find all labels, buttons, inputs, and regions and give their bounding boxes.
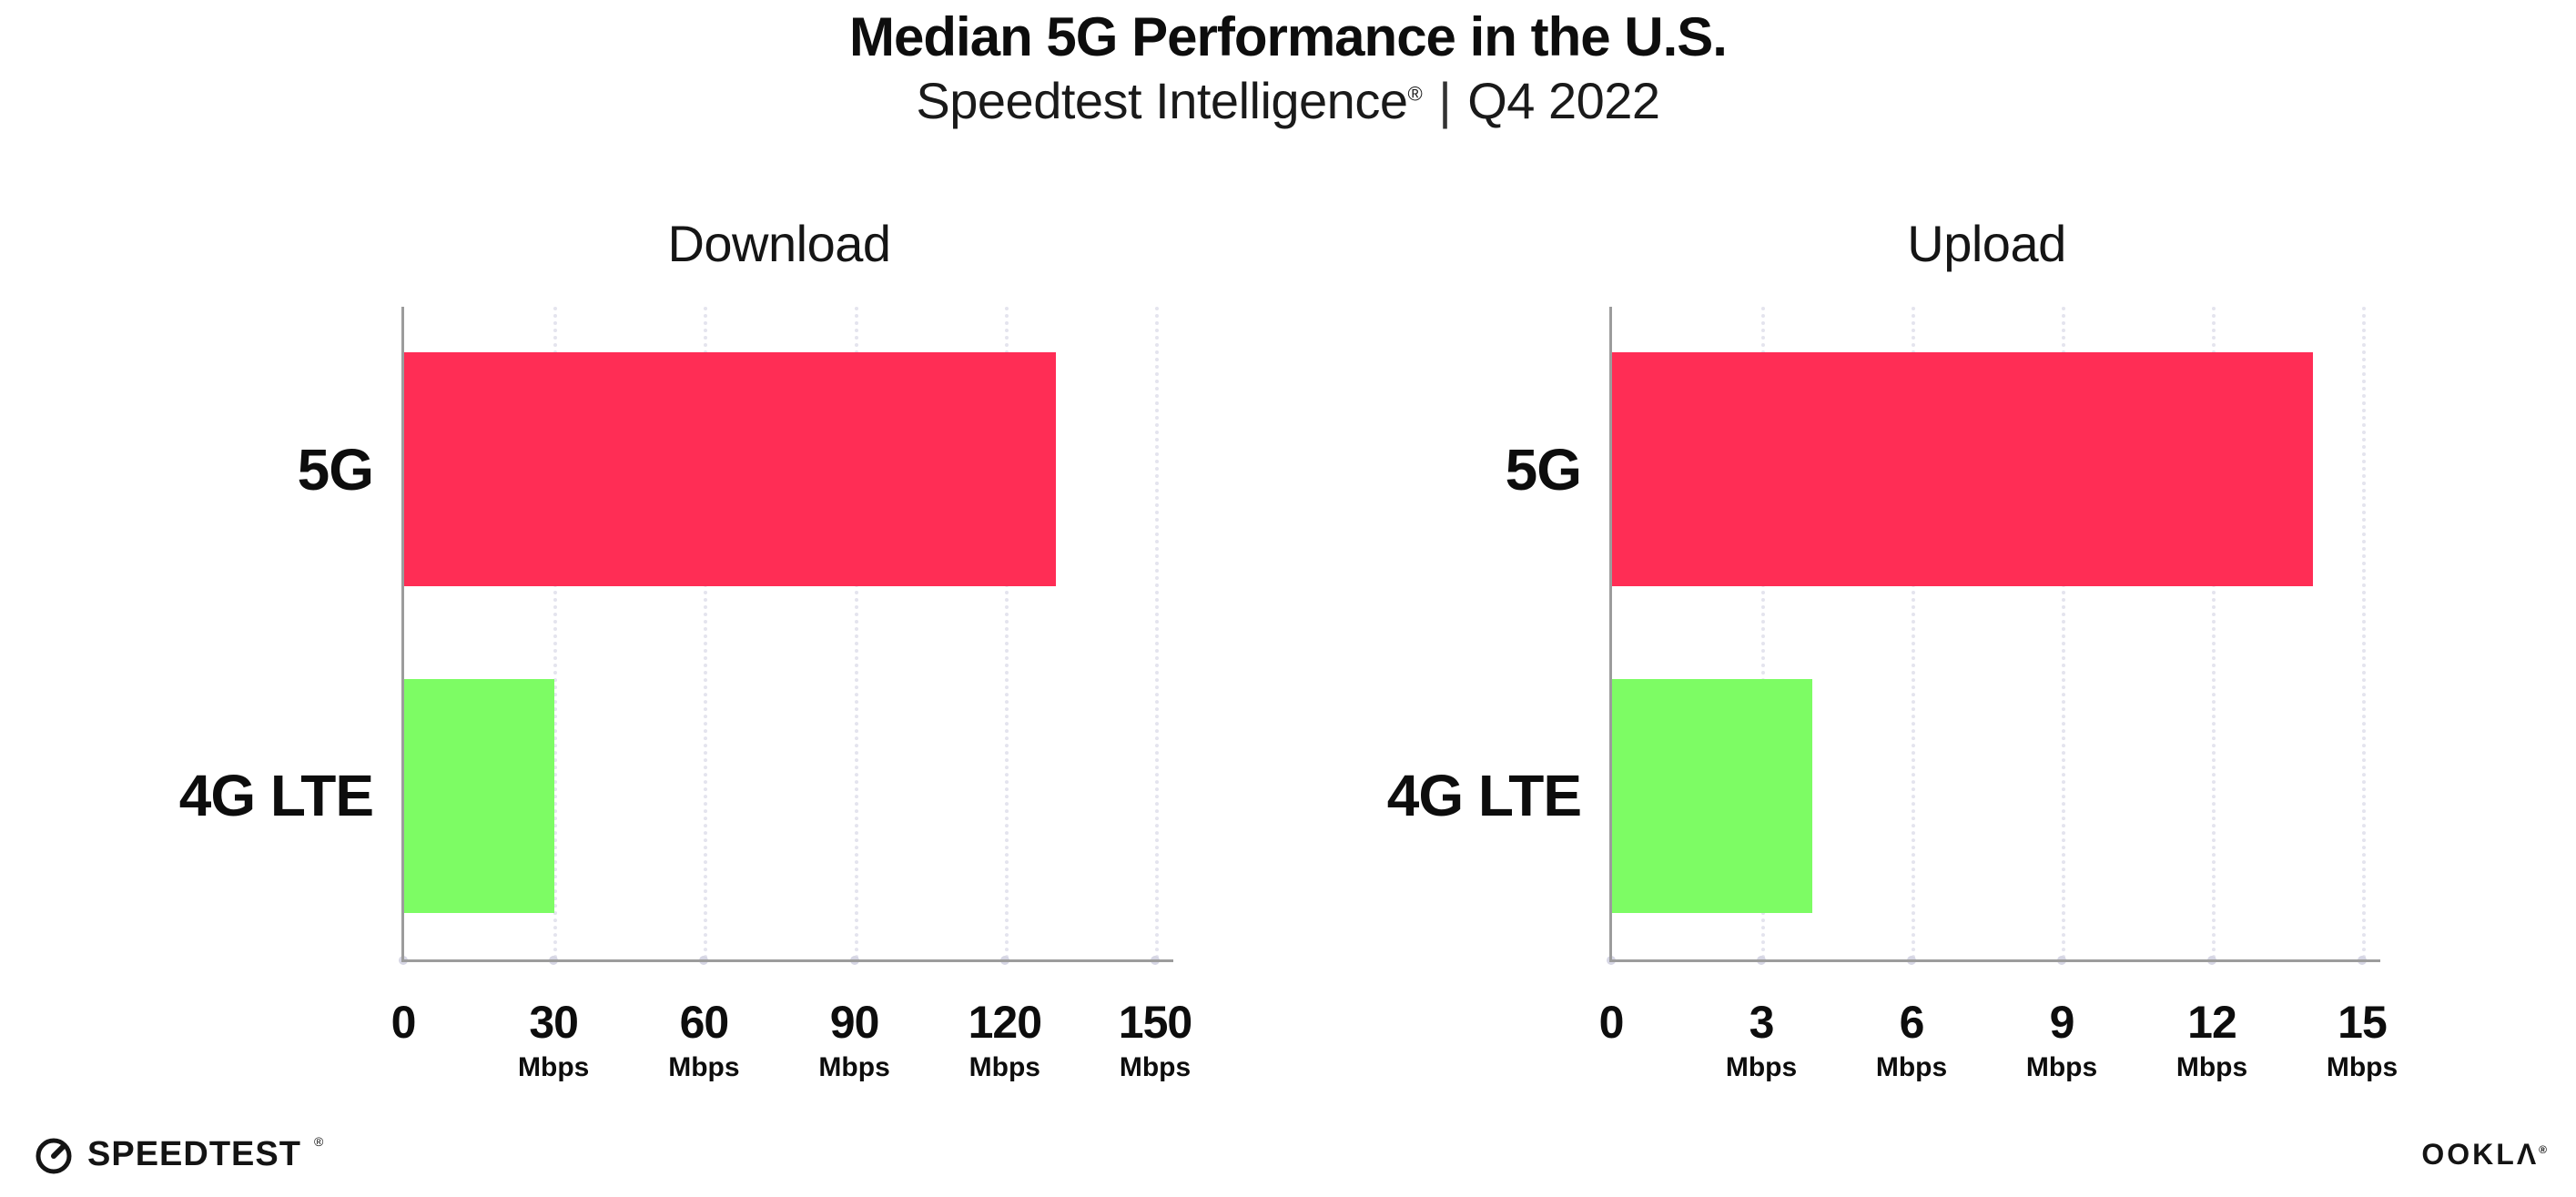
- page-subtitle: Speedtest Intelligence® | Q4 2022: [0, 71, 2576, 130]
- x-tick-unit: Mbps: [2175, 1052, 2248, 1082]
- x-tick-value: 12: [2187, 997, 2237, 1048]
- ookla-registered-mark: ®: [2539, 1143, 2547, 1156]
- y-axis-spine: [1609, 307, 1612, 959]
- x-tick-label-0: 0: [390, 997, 417, 1048]
- chart-download: Download 0 30 Mbps 60 Mbps 90 Mbps 120 Mbps 150 Mb…: [179, 215, 1193, 1081]
- x-tick-label-90: 90 Mbps: [818, 999, 889, 1081]
- gridline-12: [2212, 307, 2216, 959]
- speedtest-wordmark: SPEEDTEST: [87, 1134, 301, 1173]
- x-tick-value: 60: [679, 997, 730, 1048]
- x-tick-label-9: 9 Mbps: [2026, 999, 2097, 1081]
- chart-download-title: Download: [667, 215, 891, 272]
- bar-4g-lte-upload: [1612, 678, 1812, 913]
- x-tick-value: 15: [2338, 997, 2388, 1048]
- bar-5g-download: [404, 352, 1056, 586]
- subtitle-brand: Speedtest Intelligence: [916, 72, 1408, 129]
- x-tick-value: 150: [1118, 997, 1192, 1048]
- page-title: Median 5G Performance in the U.S.: [849, 6, 1728, 67]
- bar-5g-upload: [1612, 352, 2313, 586]
- gridline-6: [1912, 307, 1915, 959]
- y-axis-spine: [401, 307, 404, 959]
- chart-upload-title: Upload: [1907, 215, 2066, 272]
- category-label-5g: 5G: [297, 436, 374, 502]
- registered-mark: ®: [1407, 82, 1423, 106]
- x-tick-value: 90: [829, 997, 880, 1048]
- x-axis-spine: [401, 959, 1173, 962]
- speedtest-gauge-icon: [35, 1138, 72, 1174]
- x-tick-label-3: 3 Mbps: [1726, 999, 1797, 1081]
- x-tick-label-15: 15 Mbps: [2327, 999, 2398, 1081]
- x-tick-unit: Mbps: [818, 1052, 890, 1082]
- x-tick-unit: Mbps: [518, 1052, 590, 1082]
- x-tick-label-150: 150 Mbps: [1119, 999, 1192, 1081]
- x-tick-value: 6: [1899, 997, 1925, 1048]
- x-tick-label-30: 30 Mbps: [518, 999, 589, 1081]
- x-tick-unit: Mbps: [969, 1052, 1040, 1082]
- speedtest-logo: SPEEDTEST ®: [33, 1133, 323, 1175]
- x-tick-unit: Mbps: [2025, 1052, 2098, 1082]
- category-label-4g-lte: 4G LTE: [1386, 763, 1582, 828]
- x-tick-unit: Mbps: [1875, 1052, 1948, 1082]
- gridline-9: [2062, 307, 2065, 959]
- ookla-logo: OOKLΛ®: [2421, 1138, 2547, 1172]
- gridline-120: [1004, 307, 1009, 959]
- chart-upload: Upload 0 3 Mbps 6 Mbps 9 Mbps 12 Mbps 15 Mbps 5G 4G …: [1387, 215, 2398, 1081]
- x-tick-label-60: 60 Mbps: [668, 999, 739, 1081]
- x-tick-value: 9: [2049, 997, 2075, 1048]
- x-tick-value: 3: [1749, 997, 1775, 1048]
- x-tick-unit: Mbps: [1119, 1052, 1192, 1082]
- x-tick-value: 30: [529, 997, 579, 1048]
- x-tick-unit: Mbps: [668, 1052, 740, 1082]
- subtitle-separator: |: [1438, 72, 1452, 129]
- gridline-60: [704, 307, 708, 959]
- speedtest-registered-mark: ®: [313, 1134, 324, 1149]
- subtitle-period: Q4 2022: [1467, 72, 1660, 129]
- gridline-30: [553, 307, 558, 959]
- x-tick-value: 0: [390, 997, 417, 1048]
- x-tick-label-6: 6 Mbps: [1876, 999, 1947, 1081]
- x-tick-label-12: 12 Mbps: [2176, 999, 2247, 1081]
- x-tick-label-0: 0: [1598, 997, 1625, 1048]
- bar-4g-lte-download: [404, 678, 555, 913]
- x-axis-spine: [1609, 959, 2380, 962]
- gridline-90: [854, 307, 858, 959]
- x-tick-value: 0: [1598, 997, 1625, 1048]
- gridline-150: [1155, 307, 1159, 959]
- x-tick-value: 120: [968, 997, 1042, 1048]
- x-tick-label-120: 120 Mbps: [968, 997, 1042, 1082]
- category-label-5g: 5G: [1505, 436, 1582, 502]
- gridline-15: [2362, 307, 2366, 959]
- category-label-4g-lte: 4G LTE: [178, 763, 374, 828]
- x-tick-unit: Mbps: [2326, 1052, 2399, 1082]
- gridline-3: [1761, 307, 1765, 959]
- x-tick-unit: Mbps: [1725, 1052, 1798, 1082]
- ookla-wordmark: OOKLΛ: [2421, 1138, 2540, 1171]
